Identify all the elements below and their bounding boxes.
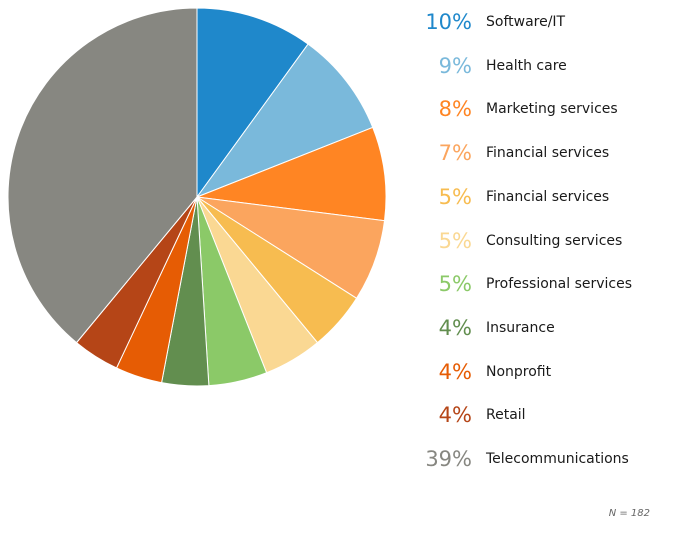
legend-item: 4% Insurance bbox=[400, 313, 670, 343]
legend-percent: 7% bbox=[438, 141, 472, 166]
sample-size-note: N = 182 bbox=[608, 508, 650, 519]
legend-percent: 4% bbox=[438, 359, 472, 384]
legend-label: Insurance bbox=[486, 319, 555, 336]
pie-slice-10 bbox=[7, 7, 198, 344]
legend-item: 4% Retail bbox=[400, 400, 670, 430]
legend-item: 39% Telecommunications bbox=[400, 444, 670, 474]
legend-percent: 5% bbox=[438, 228, 472, 253]
legend-percent: 5% bbox=[438, 184, 472, 209]
legend-label: Financial services bbox=[486, 188, 610, 205]
legend-item: 9% Health care bbox=[400, 51, 670, 81]
legend-label: Software/IT bbox=[486, 14, 566, 30]
legend-item: 10% Software/IT bbox=[400, 7, 670, 37]
legend-label: Financial services bbox=[486, 145, 610, 162]
pie-plot bbox=[7, 7, 387, 387]
pie-slice-1 bbox=[195, 43, 374, 199]
legend-label: Nonprofit bbox=[486, 363, 552, 380]
legend-label: Telecommunications bbox=[486, 451, 629, 467]
legend-percent: 4% bbox=[438, 403, 472, 428]
legend-label: Health care bbox=[486, 57, 567, 74]
legend-percent: 4% bbox=[438, 315, 472, 340]
legend-percent: 9% bbox=[438, 53, 472, 78]
legend-item: 5% Consulting services bbox=[400, 226, 670, 256]
legend-item: 8% Marketing services bbox=[400, 94, 670, 124]
legend-label: Marketing services bbox=[486, 101, 618, 118]
legend-label: Professional services bbox=[486, 276, 633, 293]
legend-label: Retail bbox=[486, 407, 526, 424]
pie-slice-2 bbox=[196, 126, 387, 222]
legend-percent: 39% bbox=[425, 447, 472, 471]
legend-percent: 5% bbox=[438, 272, 472, 297]
legend-item: 7% Financial services bbox=[400, 138, 670, 168]
legend-percent: 8% bbox=[438, 97, 472, 122]
legend-item: 4% Nonprofit bbox=[400, 357, 670, 387]
legend-item: 5% Financial services bbox=[400, 182, 670, 212]
legend-label: Consulting services bbox=[486, 232, 623, 249]
legend-percent: 10% bbox=[425, 10, 472, 34]
pie-slice-0 bbox=[196, 7, 309, 199]
legend-item: 5% Professional services bbox=[400, 269, 670, 299]
